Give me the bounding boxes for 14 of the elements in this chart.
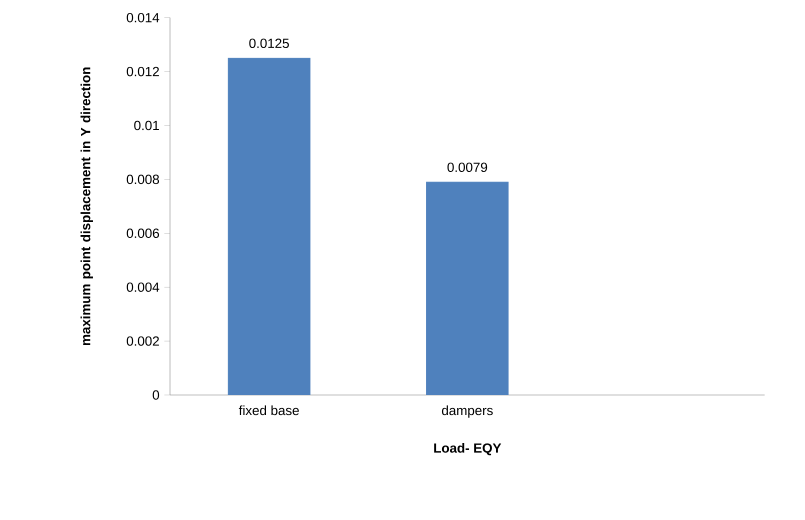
x-axis-title: Load- EQY	[434, 442, 502, 456]
x-tick-label: fixed base	[238, 405, 299, 416]
y-axis-title: maximum point displacement in Y direction	[80, 68, 93, 346]
y-tick-label: 0.014	[126, 12, 160, 22]
y-tick-label: 0.004	[126, 282, 160, 292]
data-label: 0.0079	[447, 162, 488, 172]
y-tick-label: 0	[152, 390, 160, 400]
y-tick-label: 0.012	[126, 66, 159, 76]
data-label: 0.0125	[249, 38, 289, 48]
y-tick-label: 0.002	[126, 336, 159, 346]
y-tick-label: 0.008	[126, 174, 160, 184]
y-tick-label: 0.01	[134, 120, 159, 130]
y-tick-label: 0.006	[126, 228, 160, 238]
x-tick-label: dampers	[442, 405, 493, 418]
